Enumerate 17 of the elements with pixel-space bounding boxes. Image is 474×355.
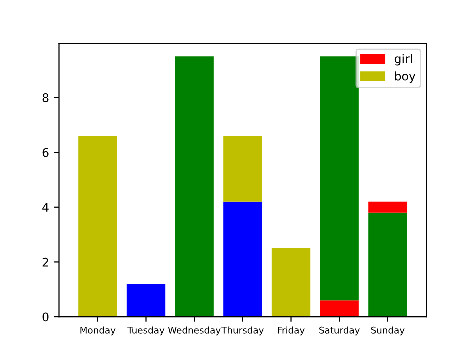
- x-tick-label: Wednesday: [168, 326, 221, 336]
- x-tick-label: Saturday: [320, 326, 360, 336]
- legend-label: boy: [395, 72, 416, 84]
- bar: [368, 202, 408, 213]
- x-tick-label: Sunday: [371, 326, 405, 336]
- y-tick-label: 0: [42, 312, 49, 322]
- x-tick-label: Tuesday: [128, 326, 165, 336]
- bar: [126, 284, 166, 318]
- y-tick-label: 6: [42, 148, 49, 158]
- x-tick-label: Monday: [80, 326, 116, 336]
- y-tick-label: 8: [42, 94, 49, 102]
- legend-label: girl: [394, 54, 412, 66]
- bar: [224, 202, 262, 318]
- y-tick-label: 2: [42, 258, 48, 267]
- x-tick-label: Friday: [278, 326, 305, 336]
- x-tick-label: Thursday: [222, 326, 264, 336]
- y-tick-label: 4: [42, 203, 49, 212]
